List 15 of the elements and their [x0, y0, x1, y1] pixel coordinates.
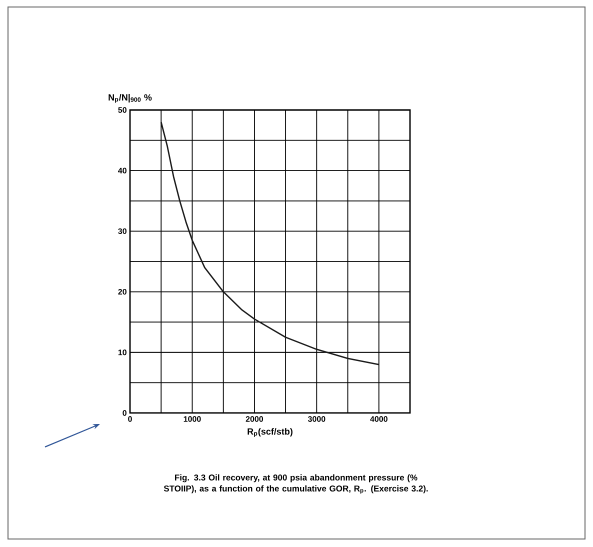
y-tick-label: 30 — [118, 228, 126, 234]
caption: Fig. 3.3 Oil recovery, at 900 psia abandonment pressure (% STOIIP), as a function of the cumulative GOR, R$_{p}$. (Exercise 3.2). — [164, 474, 428, 494]
x-tick-label: 4000 — [370, 416, 388, 422]
x-tick-label: 3000 — [308, 416, 326, 422]
y-tick-label: 40 — [118, 168, 126, 174]
y-tick-label: 0 — [122, 410, 126, 416]
y-tick-label: 10 — [118, 350, 126, 356]
x-tick-label: 0 — [128, 416, 132, 422]
x-tick-label: 2000 — [246, 416, 264, 422]
line-series — [160, 121, 380, 366]
x-tick-label: 1000 — [184, 416, 201, 422]
x-axis-title: R$_{p}$(scf/stb) — [248, 428, 292, 437]
y-tick-label: 20 — [118, 288, 126, 295]
y-axis-title: N$_{p}$/N|$_{900}$ % — [108, 94, 152, 103]
y-tick-label: 50 — [118, 107, 126, 113]
